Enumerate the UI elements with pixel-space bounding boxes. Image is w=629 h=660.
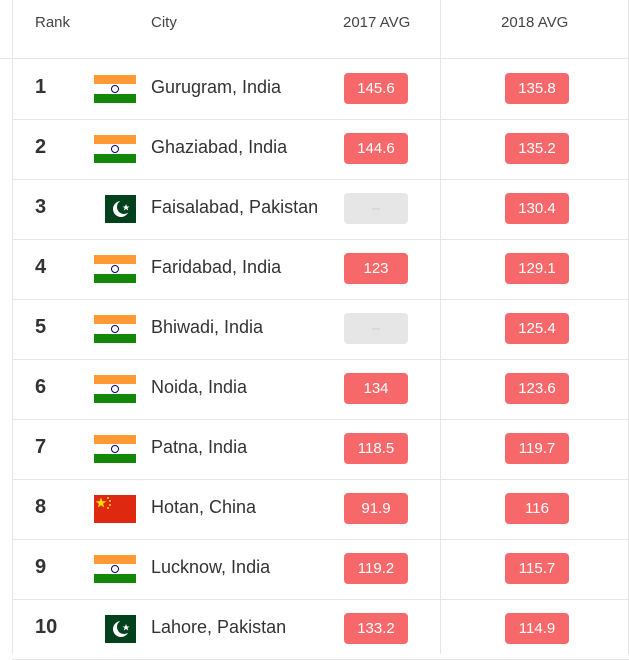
- divider-left: [12, 0, 13, 654]
- rank-number: 1: [35, 76, 47, 98]
- table-row[interactable]: 4 Faridabad, India 123 129.1: [12, 239, 629, 300]
- rank-number: 7: [35, 436, 47, 458]
- india-flag-icon: [94, 315, 136, 343]
- pakistan-flag-icon: [105, 615, 136, 643]
- avg-2017-badge: 133.2: [344, 613, 408, 644]
- city-name[interactable]: Bhiwadi, India: [151, 317, 264, 337]
- avg-2017-badge: 119.2: [344, 553, 408, 584]
- avg-2018-badge: 115.7: [505, 553, 569, 584]
- table-row[interactable]: 8 Hotan, China 91.9 116: [12, 479, 629, 540]
- divider-mid: [440, 0, 441, 654]
- city-name[interactable]: Patna, India: [151, 437, 248, 457]
- rank-number: 4: [35, 256, 47, 278]
- table-row[interactable]: 9 Lucknow, India 119.2 115.7: [12, 539, 629, 600]
- avg-2018-badge: 135.2: [505, 133, 569, 164]
- avg-2017-badge: 134: [344, 373, 408, 404]
- header-city[interactable]: City: [151, 14, 177, 31]
- avg-2017-badge: –: [344, 193, 408, 224]
- city-name[interactable]: Lahore, Pakistan: [151, 617, 287, 637]
- city-name[interactable]: Lucknow, India: [151, 557, 271, 577]
- avg-2018-badge: 123.6: [505, 373, 569, 404]
- city-name[interactable]: Hotan, China: [151, 497, 257, 517]
- city-name[interactable]: Faridabad, India: [151, 257, 282, 277]
- header-2018-avg[interactable]: 2018 AVG: [501, 14, 569, 31]
- avg-2018-badge: 129.1: [505, 253, 569, 284]
- india-flag-icon: [94, 135, 136, 163]
- pakistan-flag-icon: [105, 195, 136, 223]
- header-rank[interactable]: Rank: [35, 14, 71, 31]
- table-row[interactable]: 7 Patna, India 118.5 119.7: [12, 419, 629, 480]
- rank-number: 2: [35, 136, 47, 158]
- rank-number: 8: [35, 496, 47, 518]
- table-header: Rank City 2017 AVG 2018 AVG: [0, 0, 629, 59]
- city-name[interactable]: Ghaziabad, India: [151, 137, 288, 157]
- rank-number: 5: [35, 316, 47, 338]
- city-name[interactable]: Faisalabad, Pakistan: [151, 197, 319, 217]
- india-flag-icon: [94, 375, 136, 403]
- india-flag-icon: [94, 75, 136, 103]
- india-flag-icon: [94, 555, 136, 583]
- table-row[interactable]: 10 Lahore, Pakistan 133.2 114.9: [12, 599, 629, 660]
- avg-2017-badge: 145.6: [344, 73, 408, 104]
- avg-2018-badge: 116: [505, 493, 569, 524]
- table-row[interactable]: 6 Noida, India 134 123.6: [12, 359, 629, 420]
- avg-2017-badge: 144.6: [344, 133, 408, 164]
- avg-2017-badge: 123: [344, 253, 408, 284]
- table-row[interactable]: 2 Ghaziabad, India 144.6 135.2: [12, 119, 629, 180]
- rank-number: 3: [35, 196, 47, 218]
- avg-2018-badge: 125.4: [505, 313, 569, 344]
- rank-number: 10: [35, 616, 58, 638]
- china-flag-icon: [94, 495, 136, 523]
- table-row[interactable]: 5 Bhiwadi, India – 125.4: [12, 299, 629, 360]
- header-2017-avg[interactable]: 2017 AVG: [343, 14, 411, 31]
- city-name[interactable]: Noida, India: [151, 377, 248, 397]
- avg-2018-badge: 135.8: [505, 73, 569, 104]
- avg-2017-badge: –: [344, 313, 408, 344]
- india-flag-icon: [94, 435, 136, 463]
- india-flag-icon: [94, 255, 136, 283]
- avg-2018-badge: 114.9: [505, 613, 569, 644]
- table-row[interactable]: 1 Gurugram, India 145.6 135.8: [12, 59, 629, 120]
- avg-2018-badge: 130.4: [505, 193, 569, 224]
- avg-2017-badge: 118.5: [344, 433, 408, 464]
- rank-number: 6: [35, 376, 47, 398]
- avg-2017-badge: 91.9: [344, 493, 408, 524]
- avg-2018-badge: 119.7: [505, 433, 569, 464]
- city-name[interactable]: Gurugram, India: [151, 77, 282, 97]
- rank-number: 9: [35, 556, 47, 578]
- table-row[interactable]: 3 Faisalabad, Pakistan – 130.4: [12, 179, 629, 240]
